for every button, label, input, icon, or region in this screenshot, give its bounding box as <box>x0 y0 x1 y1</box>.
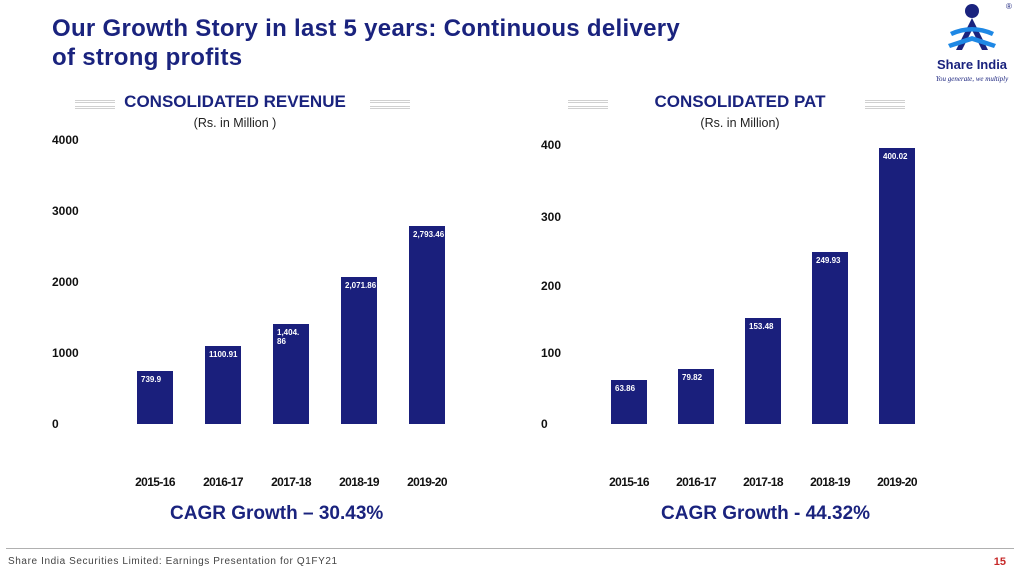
y-tick-label: 100 <box>541 346 562 360</box>
x-tick-label: 2017-18 <box>271 475 311 489</box>
x-tick-label: 2015-16 <box>135 475 175 489</box>
title-decoration-left-2 <box>370 100 410 109</box>
pat-cagr: CAGR Growth - 44.32% <box>661 503 871 524</box>
revenue-chart-subtitle: (Rs. in Million ) <box>193 116 277 130</box>
x-tick-label: 2019-20 <box>877 475 917 489</box>
registered-mark: ® <box>1006 2 1012 11</box>
bar-2015-16 <box>137 371 173 424</box>
data-label: 249.93 <box>816 255 841 265</box>
x-tick-label: 2016-17 <box>203 475 243 489</box>
bar-2019-20 <box>409 225 445 424</box>
pat-chart-subtitle: (Rs. in Million) <box>700 116 780 130</box>
company-logo: ® Share India You generate, we multiply <box>926 0 1018 96</box>
pat-chart-title: CONSOLIDATED PAT <box>654 92 826 111</box>
revenue-chart-title: CONSOLIDATED REVENUE <box>124 92 346 111</box>
bar-2019-20 <box>879 147 915 424</box>
data-label: 2,793.46 <box>413 229 445 239</box>
bar-2016-17 <box>678 368 714 424</box>
y-tick-label: 200 <box>541 279 562 293</box>
y-tick-label: 400 <box>541 138 562 152</box>
revenue-cagr: CAGR Growth – 30.43% <box>170 503 384 524</box>
bar-2018-19 <box>341 276 377 424</box>
x-tick-label: 2018-19 <box>810 475 850 489</box>
x-tick-label: 2018-19 <box>339 475 379 489</box>
y-tick-label: 3000 <box>52 204 79 218</box>
y-tick-label: 0 <box>541 417 548 431</box>
data-label: 63.86 <box>615 383 636 393</box>
bar-2018-19 <box>812 251 848 424</box>
page-title: Our Growth Story in last 5 years: Contin… <box>52 15 681 71</box>
data-label: 400.02 <box>883 151 908 161</box>
y-tick-label: 0 <box>52 417 59 431</box>
bar-2015-16 <box>611 379 647 424</box>
title-decoration-right-2 <box>865 100 905 109</box>
y-tick-label: 2000 <box>52 275 79 289</box>
data-label: 1100.91 <box>209 349 238 359</box>
bar-2016-17 <box>205 345 241 424</box>
x-tick-label: 2019-20 <box>407 475 447 489</box>
data-label: 2,071.86 <box>345 280 377 290</box>
data-label: 153.48 <box>749 322 774 332</box>
bar-2017-18 <box>745 318 781 424</box>
title-decoration-right-1 <box>568 100 608 109</box>
footer-divider <box>6 548 1014 549</box>
data-label: 739.9 <box>141 375 162 385</box>
footer-text: Share India Securities Limited: Earnings… <box>8 556 338 567</box>
logo-tagline: You generate, we multiply <box>935 75 1009 83</box>
share-india-logo-icon <box>948 4 996 50</box>
bar-2017-18 <box>273 324 309 424</box>
logo-name: Share India <box>936 57 1008 72</box>
y-tick-label: 1000 <box>52 346 79 360</box>
x-tick-label: 2017-18 <box>743 475 783 489</box>
title-decoration-left-1 <box>75 100 115 109</box>
data-label: 1,404. 86 <box>277 328 300 347</box>
y-tick-label: 300 <box>541 210 562 224</box>
x-tick-label: 2015-16 <box>609 475 649 489</box>
x-tick-label: 2016-17 <box>676 475 716 489</box>
y-tick-label: 4000 <box>52 133 79 147</box>
data-label: 79.82 <box>682 372 703 382</box>
page-number: 15 <box>993 556 1006 568</box>
